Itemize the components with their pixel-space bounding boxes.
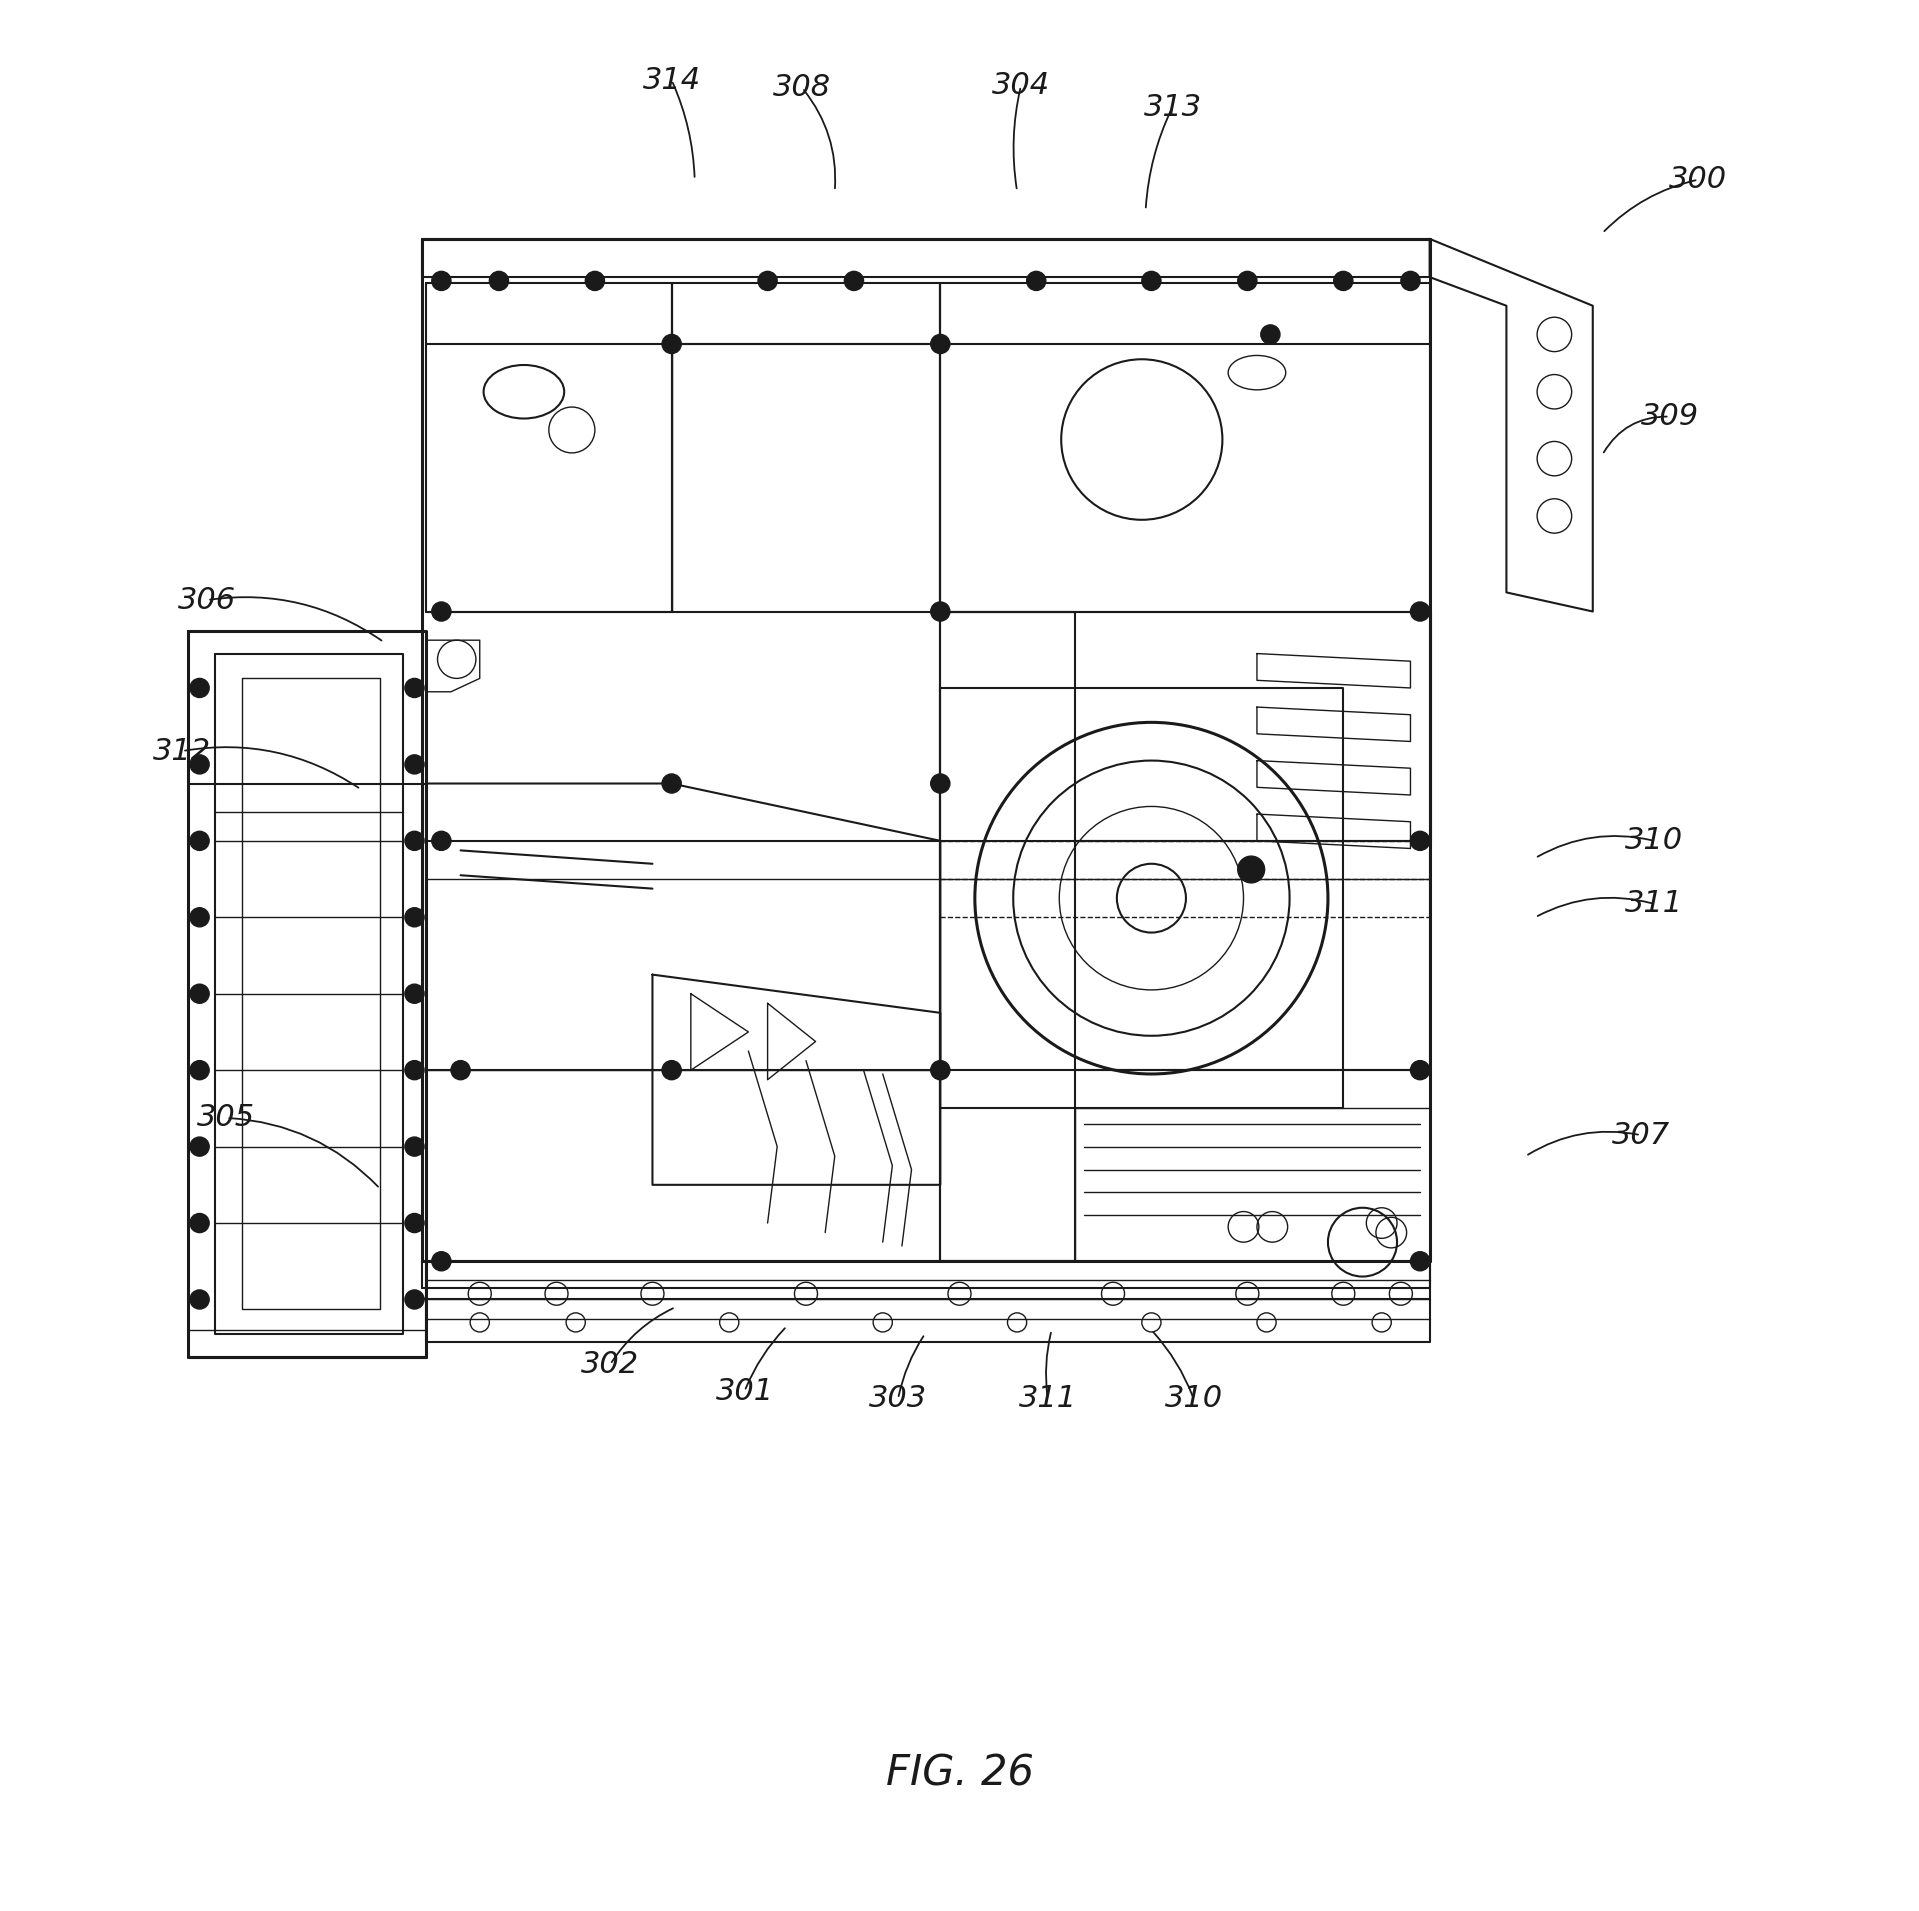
Circle shape (1401, 271, 1420, 290)
Circle shape (1027, 271, 1046, 290)
Text: 310: 310 (1625, 826, 1683, 856)
Text: 311: 311 (1019, 1384, 1077, 1414)
Circle shape (1410, 602, 1430, 621)
Text: 310: 310 (1165, 1384, 1222, 1414)
Text: 302: 302 (581, 1349, 639, 1380)
Text: 300: 300 (1670, 164, 1727, 195)
Circle shape (662, 334, 681, 354)
Circle shape (1410, 1061, 1430, 1080)
Circle shape (190, 678, 209, 698)
Circle shape (405, 1061, 424, 1080)
Text: 313: 313 (1144, 92, 1201, 122)
Circle shape (1410, 1252, 1430, 1271)
Text: 309: 309 (1641, 401, 1698, 432)
Circle shape (190, 755, 209, 774)
Text: 312: 312 (154, 736, 211, 766)
Text: 304: 304 (992, 71, 1050, 101)
Circle shape (844, 271, 864, 290)
Text: 311: 311 (1625, 889, 1683, 919)
Circle shape (432, 1252, 451, 1271)
Circle shape (931, 602, 950, 621)
Circle shape (1238, 856, 1265, 883)
Circle shape (662, 774, 681, 793)
Circle shape (489, 271, 509, 290)
Text: 301: 301 (716, 1376, 773, 1406)
Text: 308: 308 (773, 73, 831, 103)
Text: 307: 307 (1612, 1120, 1670, 1150)
Circle shape (1142, 271, 1161, 290)
Circle shape (931, 1061, 950, 1080)
Circle shape (931, 774, 950, 793)
Circle shape (1334, 271, 1353, 290)
Circle shape (405, 1290, 424, 1309)
Circle shape (405, 908, 424, 927)
Circle shape (190, 1290, 209, 1309)
Text: FIG. 26: FIG. 26 (885, 1752, 1034, 1794)
Circle shape (405, 755, 424, 774)
Circle shape (432, 271, 451, 290)
Circle shape (405, 831, 424, 850)
Circle shape (190, 1137, 209, 1156)
Text: 306: 306 (178, 585, 236, 615)
Circle shape (1238, 271, 1257, 290)
Circle shape (758, 271, 777, 290)
Circle shape (405, 1137, 424, 1156)
Circle shape (405, 984, 424, 1003)
Circle shape (662, 1061, 681, 1080)
Text: 303: 303 (869, 1384, 927, 1414)
Circle shape (585, 271, 604, 290)
Circle shape (405, 678, 424, 698)
Circle shape (190, 1213, 209, 1233)
Circle shape (1261, 325, 1280, 344)
Circle shape (1410, 831, 1430, 850)
Circle shape (190, 908, 209, 927)
Circle shape (405, 1213, 424, 1233)
Circle shape (190, 831, 209, 850)
Circle shape (190, 1061, 209, 1080)
Circle shape (432, 602, 451, 621)
Circle shape (451, 1061, 470, 1080)
Circle shape (190, 984, 209, 1003)
Text: 314: 314 (643, 65, 700, 96)
Text: 305: 305 (198, 1103, 255, 1133)
Circle shape (931, 334, 950, 354)
Circle shape (432, 831, 451, 850)
